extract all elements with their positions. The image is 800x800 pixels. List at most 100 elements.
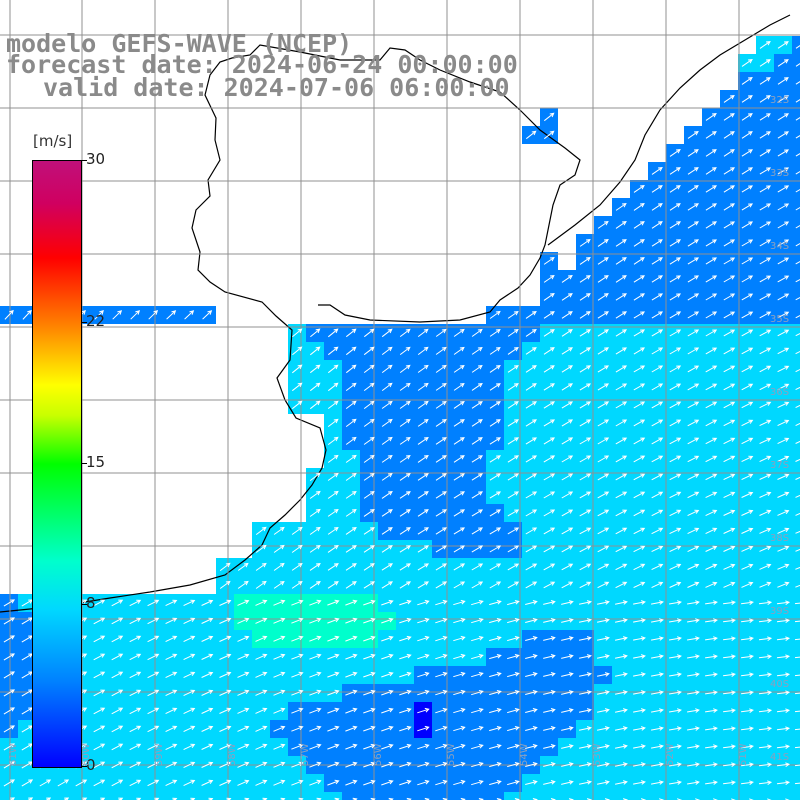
wind-arrow	[759, 59, 771, 67]
wind-arrow	[3, 707, 16, 715]
wind-cell	[792, 342, 800, 360]
wind-arrow	[471, 654, 484, 660]
wind-arrow	[596, 618, 610, 623]
colorbar-tick-label: 22	[86, 311, 106, 330]
wind-arrow	[705, 437, 718, 445]
wind-arrow	[399, 527, 411, 535]
wind-arrow	[345, 779, 358, 786]
wind-arrow	[381, 545, 393, 553]
wind-arrow	[633, 203, 645, 211]
wind-arrow	[687, 293, 700, 301]
wind-arrow	[345, 527, 357, 535]
wind-arrow	[596, 726, 610, 731]
wind-arrow	[561, 563, 574, 571]
wind-arrow	[669, 545, 682, 553]
wind-arrow	[687, 726, 700, 731]
wind-arrow	[345, 707, 358, 714]
wind-arrow	[225, 797, 232, 800]
wind-arrow	[183, 761, 196, 769]
wind-arrow	[525, 654, 538, 659]
wind-arrow	[687, 239, 700, 247]
wind-arrow	[381, 400, 393, 409]
wind-arrow	[741, 419, 754, 427]
wind-arrow	[759, 239, 772, 247]
wind-arrow	[165, 707, 178, 715]
wind-arrow	[525, 347, 537, 355]
wind-arrow	[615, 545, 628, 553]
wind-arrow	[381, 617, 394, 624]
longitude-label: 58W	[227, 743, 238, 766]
wind-arrow	[777, 581, 790, 588]
wind-arrow	[345, 689, 358, 696]
latitude-label: 32S	[770, 95, 790, 106]
wind-arrow	[687, 636, 700, 641]
wind-arrow	[489, 419, 501, 427]
wind-arrow	[723, 149, 735, 157]
colorbar	[32, 160, 82, 768]
wind-arrow	[417, 635, 430, 642]
wind-arrow	[345, 653, 358, 660]
wind-arrow	[153, 797, 160, 800]
wind-arrow	[741, 726, 754, 731]
wind-arrow	[165, 689, 178, 697]
wind-arrow	[363, 671, 376, 678]
wind-arrow	[633, 509, 646, 517]
wind-arrow	[579, 347, 592, 355]
wind-arrow	[327, 635, 340, 642]
wind-arrow	[471, 491, 484, 499]
wind-arrow	[633, 581, 646, 589]
wind-arrow	[705, 203, 718, 211]
wind-arrow	[741, 167, 754, 175]
wind-arrow	[525, 437, 538, 445]
wind-arrow	[543, 563, 556, 571]
wind-arrow	[723, 383, 736, 391]
wind-arrow	[776, 762, 791, 768]
latitude-label: 35S	[770, 314, 790, 325]
wind-cell	[306, 792, 324, 800]
wind-arrow	[578, 690, 592, 695]
wind-arrow	[561, 491, 574, 499]
wind-arrow	[327, 761, 340, 768]
wind-arrow	[669, 221, 681, 229]
wind-arrow	[237, 689, 250, 696]
wind-arrow	[345, 418, 357, 427]
wind-arrow	[705, 221, 718, 229]
wind-arrow	[723, 257, 736, 265]
wind-arrow	[525, 130, 537, 140]
wind-arrow	[741, 131, 753, 139]
wind-arrow	[165, 725, 178, 733]
wind-arrow	[255, 707, 268, 714]
wind-arrow	[453, 689, 466, 696]
wind-arrow	[201, 635, 214, 642]
wind-arrow	[219, 635, 232, 642]
wind-arrow	[309, 779, 322, 786]
wind-arrow	[705, 383, 718, 391]
wind-arrow	[633, 437, 646, 445]
wind-arrow	[651, 636, 664, 641]
colorbar-tick-label: 15	[86, 453, 106, 471]
wind-arrow	[309, 599, 322, 606]
wind-arrow	[183, 707, 196, 715]
wind-arrow	[651, 437, 664, 445]
wind-cell	[738, 792, 756, 800]
wind-arrow	[633, 347, 645, 355]
wind-arrow	[669, 455, 682, 463]
wind-arrow	[705, 581, 718, 588]
wind-arrow	[453, 581, 466, 589]
wind-arrow	[453, 707, 466, 714]
wind-arrow	[363, 779, 376, 786]
wind-arrow	[705, 113, 717, 121]
wind-arrow	[543, 708, 556, 713]
wind-arrow	[651, 762, 664, 767]
wind-arrow	[507, 455, 520, 463]
wind-arrow	[687, 654, 700, 659]
wind-arrow	[525, 383, 537, 391]
wind-arrow	[741, 708, 754, 713]
wind-arrow	[363, 761, 376, 768]
wind-arrow	[705, 455, 718, 463]
wind-arrow	[615, 275, 627, 283]
wind-arrow	[399, 455, 411, 463]
wind-arrow	[453, 473, 465, 481]
wind-arrow	[578, 636, 592, 641]
wind-arrow	[776, 726, 791, 732]
